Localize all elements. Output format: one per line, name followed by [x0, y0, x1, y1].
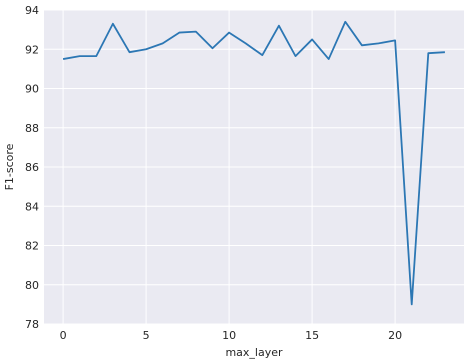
x-tick-label: 15	[305, 329, 319, 342]
y-tick-label: 90	[25, 83, 39, 96]
y-axis-label: F1-score	[3, 143, 16, 190]
x-tick-label: 0	[60, 329, 67, 342]
x-tick-labels: 0 5 10 15 20	[60, 329, 403, 342]
x-axis-label: max_layer	[225, 346, 283, 359]
x-tick-label: 20	[388, 329, 402, 342]
y-tick-label: 80	[25, 279, 39, 292]
y-tick-label: 78	[25, 318, 39, 331]
y-tick-label: 94	[25, 4, 39, 17]
x-tick-label: 10	[222, 329, 236, 342]
x-tick-label: 5	[143, 329, 150, 342]
y-tick-label: 86	[25, 161, 39, 174]
series-line	[62, 20, 445, 306]
y-gridlines	[44, 9, 464, 325]
y-tick-label: 84	[25, 200, 39, 213]
y-tick-label: 82	[25, 240, 39, 253]
y-tick-labels: 78 80 82 84 86 88 90 92 94	[25, 4, 39, 331]
y-tick-label: 88	[25, 122, 39, 135]
y-tick-label: 92	[25, 43, 39, 56]
